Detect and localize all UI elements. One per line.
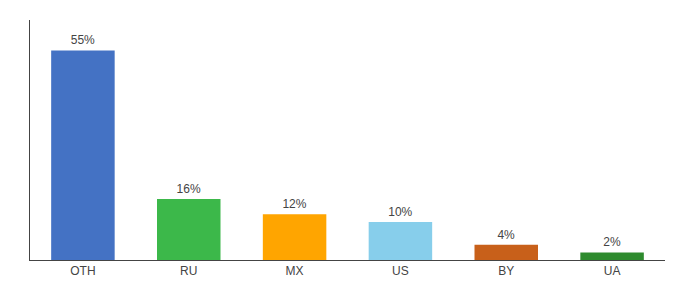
svg-text:4%: 4%	[497, 228, 515, 242]
svg-text:OTH: OTH	[70, 264, 95, 278]
svg-text:55%: 55%	[71, 33, 95, 47]
svg-text:RU: RU	[180, 264, 197, 278]
svg-text:MX: MX	[286, 264, 304, 278]
svg-text:2%: 2%	[603, 235, 621, 249]
svg-text:BY: BY	[498, 264, 514, 278]
svg-text:10%: 10%	[388, 205, 412, 219]
svg-text:UA: UA	[604, 264, 621, 278]
svg-text:US: US	[392, 264, 409, 278]
svg-text:16%: 16%	[177, 182, 201, 196]
svg-text:12%: 12%	[282, 197, 306, 211]
